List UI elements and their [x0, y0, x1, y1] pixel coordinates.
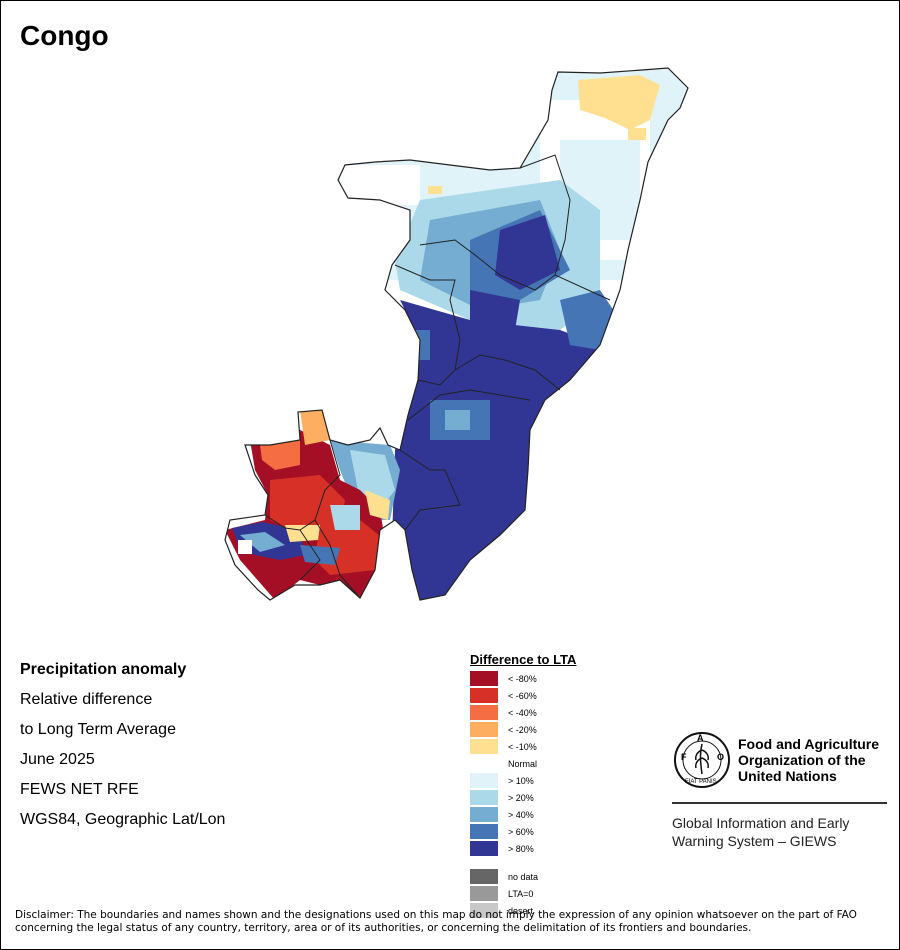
legend-swatch	[470, 739, 498, 754]
legend-label: > 60%	[508, 826, 534, 837]
info-heading: Precipitation anomaly	[20, 661, 187, 678]
fao-divider	[672, 802, 887, 804]
seal-text-f: F	[681, 752, 687, 762]
legend-swatch	[470, 903, 498, 918]
legend-label: < -10%	[508, 741, 537, 752]
info-period: June 2025	[20, 751, 95, 768]
legend-item: desert	[470, 903, 533, 918]
legend-label: > 40%	[508, 809, 534, 820]
fao-logo-block: F A O FIAT PANIS Food and Agriculture Or…	[672, 730, 887, 849]
legend-label: < -80%	[508, 673, 537, 684]
legend-swatch	[470, 824, 498, 839]
seal-text-o: O	[717, 752, 724, 762]
legend-item: < -10%	[470, 739, 537, 754]
legend-item: < -20%	[470, 722, 537, 737]
legend-swatch	[470, 790, 498, 805]
giews-line1: Global Information and Early	[672, 815, 850, 831]
legend-label: > 10%	[508, 775, 534, 786]
seal-text-a: A	[697, 733, 704, 743]
legend-item: < -60%	[470, 688, 537, 703]
fao-name-line2: Organization of the	[738, 752, 866, 768]
fao-name: Food and Agriculture Organization of the…	[738, 736, 898, 784]
legend-item: < -40%	[470, 705, 537, 720]
legend-item: no data	[470, 869, 538, 884]
department-boundaries	[264, 154, 611, 599]
fao-seal-icon: F A O FIAT PANIS	[674, 732, 730, 788]
seal-motto: FIAT PANIS	[685, 779, 717, 785]
legend-items: < -80% < -60% < -40% < -20% < -10% Normal > 10…	[470, 671, 610, 931]
legend-label: LTA=0	[508, 888, 534, 899]
legend-item: > 20%	[470, 790, 534, 805]
legend-item: > 60%	[470, 824, 534, 839]
legend-swatch	[470, 886, 498, 901]
legend-item: > 80%	[470, 841, 534, 856]
disclaimer: Disclaimer: The boundaries and names sho…	[15, 909, 857, 934]
map-title: Congo	[20, 20, 109, 51]
fao-name-line3: United Nations	[738, 768, 837, 784]
legend-swatch	[470, 671, 498, 686]
legend-swatch	[470, 756, 498, 771]
info-line1: Relative difference	[20, 691, 153, 708]
fao-name-line1: Food and Agriculture	[738, 736, 880, 752]
legend-swatch	[470, 688, 498, 703]
legend-item: Normal	[470, 756, 537, 771]
anomaly-raster	[225, 68, 688, 600]
legend-label: < -20%	[508, 724, 537, 735]
legend-swatch	[470, 722, 498, 737]
legend-label: > 20%	[508, 792, 534, 803]
legend-item: LTA=0	[470, 886, 533, 901]
map-info-block: Precipitation anomaly Relative differenc…	[20, 655, 225, 835]
legend: Difference to LTA < -80% < -60% < -40% < -2…	[470, 652, 610, 931]
info-line2: to Long Term Average	[20, 721, 176, 738]
legend-swatch	[470, 841, 498, 856]
legend-swatch	[470, 869, 498, 884]
legend-item: < -80%	[470, 671, 537, 686]
legend-label: < -60%	[508, 690, 537, 701]
legend-swatch	[470, 705, 498, 720]
giews-line2: Warning System – GIEWS	[672, 833, 837, 849]
legend-label: > 80%	[508, 843, 534, 854]
legend-item: > 40%	[470, 807, 534, 822]
info-source: FEWS NET RFE	[20, 781, 139, 798]
legend-label: no data	[508, 871, 539, 882]
legend-item: > 10%	[470, 773, 534, 788]
legend-swatch	[470, 807, 498, 822]
precipitation-anomaly-map	[224, 67, 689, 601]
legend-label: < -40%	[508, 707, 537, 718]
legend-label: Normal	[508, 758, 538, 769]
legend-label: desert	[508, 905, 534, 916]
legend-swatch	[470, 773, 498, 788]
info-projection: WGS84, Geographic Lat/Lon	[20, 811, 226, 828]
legend-title: Difference to LTA	[470, 652, 577, 667]
giews-label: Global Information and Early Warning Sys…	[672, 814, 892, 850]
